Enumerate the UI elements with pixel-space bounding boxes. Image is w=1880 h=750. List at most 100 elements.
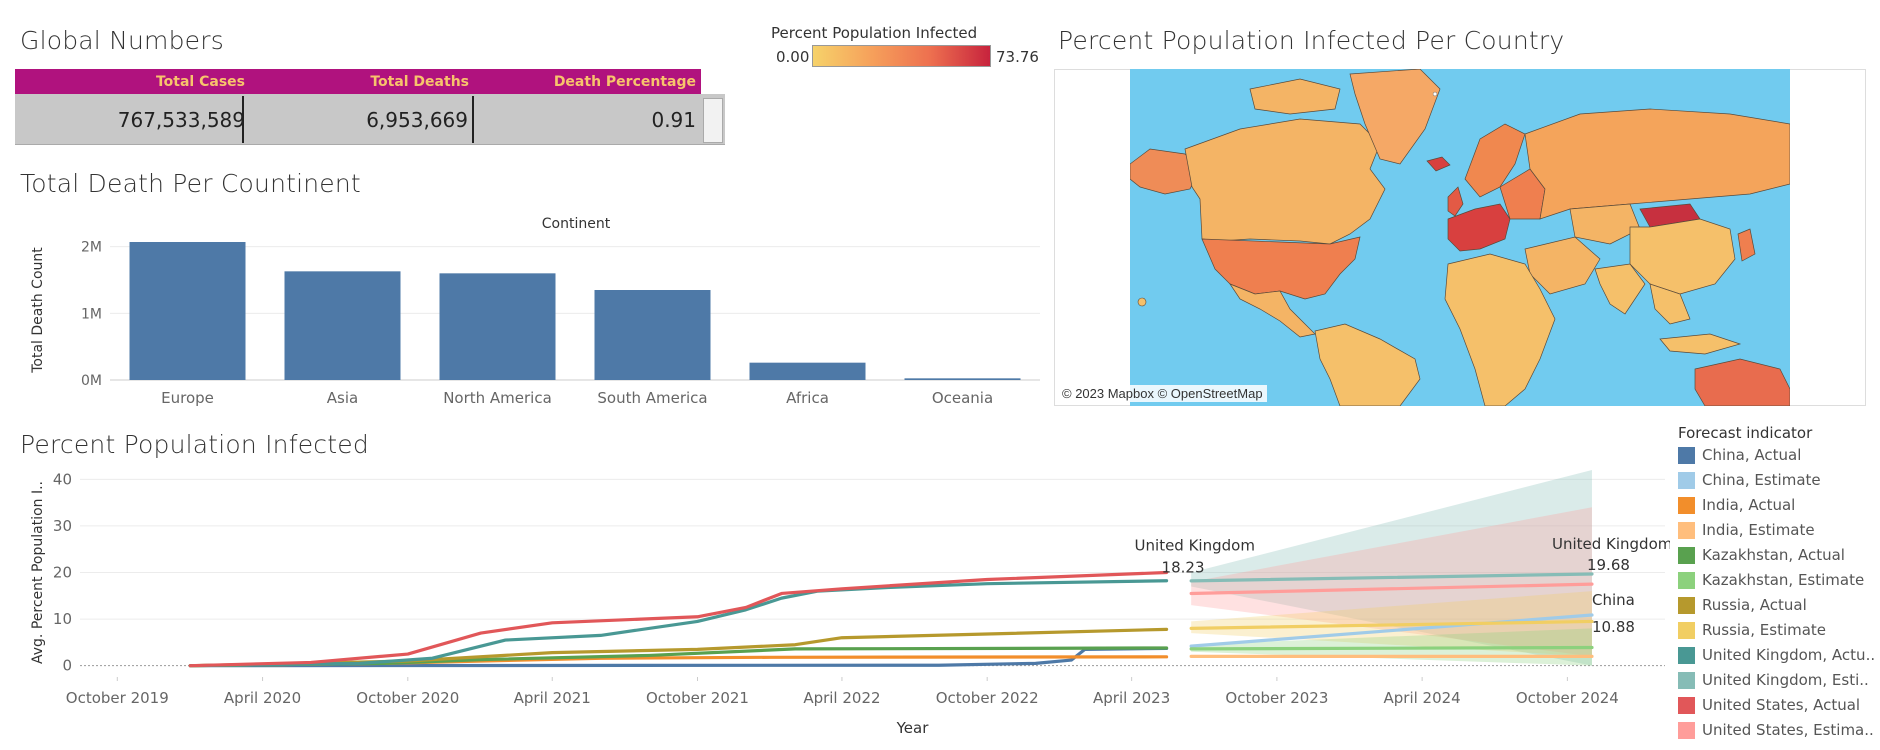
header-total-deaths: Total Deaths bbox=[370, 74, 469, 90]
map-region-indonesia bbox=[1659, 333, 1742, 355]
bar-south-america bbox=[594, 290, 711, 380]
legend-label: Russia, Estimate bbox=[1702, 621, 1827, 639]
legend-label: Kazakhstan, Actual bbox=[1702, 546, 1845, 564]
legend-label: United Kingdom, Esti.. bbox=[1702, 671, 1869, 689]
legend-label: India, Estimate bbox=[1702, 521, 1815, 539]
value-total-cases: 767,533,589 bbox=[117, 108, 245, 132]
map-region-iceland bbox=[1426, 156, 1451, 172]
map-region-usa bbox=[1201, 236, 1361, 300]
line-annotation: 18.23 bbox=[1162, 559, 1205, 577]
map-dot bbox=[1432, 91, 1438, 97]
table-row: 767,533,589 6,953,669 0.91 bbox=[15, 94, 725, 145]
bar-europe bbox=[129, 242, 246, 380]
legend-label: United States, Estima.. bbox=[1702, 721, 1874, 739]
bar-x-tick-label: Europe bbox=[161, 389, 214, 407]
line-x-tick-label: April 2021 bbox=[514, 689, 591, 707]
map-region-canada bbox=[1184, 118, 1386, 245]
forecast-band bbox=[1191, 507, 1592, 657]
map-region-mexico bbox=[1229, 283, 1316, 338]
legend-swatch bbox=[1678, 447, 1695, 464]
legend-title: Forecast indicator bbox=[1678, 424, 1813, 442]
map-region-southeast-asia bbox=[1649, 283, 1691, 325]
legend-label: Kazakhstan, Estimate bbox=[1702, 571, 1865, 589]
line-y-tick-label: 20 bbox=[53, 564, 72, 582]
line-annotation: United Kingdom bbox=[1135, 537, 1255, 555]
forecast-band bbox=[1191, 470, 1592, 666]
line-y-tick-label: 30 bbox=[53, 517, 72, 535]
legend-swatch bbox=[1678, 547, 1695, 564]
line-x-tick-label: October 2024 bbox=[1516, 689, 1619, 707]
bar-x-tick-label: Africa bbox=[786, 389, 829, 407]
legend-label: Russia, Actual bbox=[1702, 596, 1807, 614]
legend-label: China, Actual bbox=[1702, 446, 1802, 464]
map-region-uk bbox=[1447, 186, 1464, 217]
line-x-axis-label: Year bbox=[896, 719, 930, 737]
series-united-kingdom-actual bbox=[188, 579, 1169, 668]
line-annotation: United Kingdom bbox=[1552, 535, 1670, 553]
legend-swatch bbox=[1678, 622, 1695, 639]
map-region-alaska bbox=[1130, 148, 1201, 195]
bar-x-tick-label: Oceania bbox=[932, 389, 993, 407]
cell-divider bbox=[472, 96, 474, 143]
bar-oceania bbox=[904, 378, 1021, 380]
value-total-deaths: 6,953,669 bbox=[366, 108, 468, 132]
bar-chart: Continent Total Death Count 0M 1M 2M Europe As… bbox=[30, 216, 1040, 407]
series-united-kingdom-estimate bbox=[1189, 572, 1594, 583]
map-region-china bbox=[1629, 218, 1736, 295]
map-region-western-europe bbox=[1447, 203, 1511, 252]
bar-y-tick-label: 2M bbox=[81, 240, 102, 256]
map-attribution[interactable]: © 2023 Mapbox © OpenStreetMap bbox=[1058, 385, 1267, 402]
map-legend-gradient bbox=[812, 45, 991, 67]
series-china-estimate bbox=[1189, 613, 1594, 648]
world-map[interactable] bbox=[1130, 69, 1790, 406]
map-legend-min: 0.00 bbox=[776, 48, 810, 66]
map-region-india bbox=[1594, 263, 1646, 315]
table-header: Total Cases Total Deaths Death Percentag… bbox=[15, 69, 701, 94]
value-death-percentage: 0.91 bbox=[651, 108, 696, 132]
bar-y-tick-label: 0M bbox=[81, 373, 102, 389]
legend-swatch bbox=[1678, 522, 1695, 539]
series-united-states-estimate bbox=[1189, 582, 1594, 596]
map-region-greenland bbox=[1349, 69, 1441, 165]
line-annotation: 19.68 bbox=[1587, 556, 1630, 574]
map-region-japan bbox=[1737, 228, 1756, 262]
series-russia-estimate bbox=[1189, 619, 1594, 631]
legend-swatch bbox=[1678, 697, 1695, 714]
line-chart-title: Percent Population Infected bbox=[20, 430, 369, 459]
bar-africa bbox=[749, 362, 866, 380]
line-x-tick-label: October 2023 bbox=[1225, 689, 1328, 707]
legend-label: India, Actual bbox=[1702, 496, 1796, 514]
bar-x-tick-label: Asia bbox=[327, 389, 358, 407]
legend-label: China, Estimate bbox=[1702, 471, 1821, 489]
map-region-scandinavia bbox=[1464, 123, 1526, 198]
map-region-africa bbox=[1444, 253, 1556, 406]
map-region-australia bbox=[1694, 358, 1790, 406]
line-chart: Avg. Percent Population I.. 0 10 20 30 40 Octo… bbox=[30, 470, 1670, 737]
map-title: Percent Population Infected Per Country bbox=[1058, 26, 1565, 55]
line-x-tick-label: April 2022 bbox=[803, 689, 880, 707]
bar-column-header: Continent bbox=[542, 216, 611, 232]
line-x-tick-label: October 2020 bbox=[356, 689, 459, 707]
map-region-russia bbox=[1524, 108, 1790, 220]
bar-asia bbox=[284, 271, 401, 380]
global-numbers-title: Global Numbers bbox=[20, 26, 224, 55]
legend-label: United States, Actual bbox=[1702, 696, 1861, 714]
header-death-percentage: Death Percentage bbox=[553, 74, 696, 90]
legend-swatch bbox=[1678, 647, 1695, 664]
map-region-central-asia bbox=[1569, 203, 1641, 245]
bar-chart-title: Total Death Per Countinent bbox=[20, 169, 361, 198]
header-total-cases: Total Cases bbox=[155, 74, 245, 90]
table-scrollbar[interactable] bbox=[703, 98, 723, 143]
legend-swatch bbox=[1678, 597, 1695, 614]
global-numbers-table: Total Cases Total Deaths Death Percentag… bbox=[15, 69, 725, 145]
legend-swatch bbox=[1678, 472, 1695, 489]
bar-north-america bbox=[439, 273, 556, 380]
line-annotation: 10.88 bbox=[1592, 618, 1635, 636]
line-x-tick-label: April 2023 bbox=[1093, 689, 1170, 707]
line-x-tick-label: October 2019 bbox=[66, 689, 169, 707]
line-x-tick-label: April 2024 bbox=[1384, 689, 1461, 707]
line-y-tick-label: 10 bbox=[53, 610, 72, 628]
legend-swatch bbox=[1678, 722, 1695, 739]
bar-y-tick-label: 1M bbox=[81, 306, 102, 322]
line-annotation: China bbox=[1592, 591, 1635, 609]
